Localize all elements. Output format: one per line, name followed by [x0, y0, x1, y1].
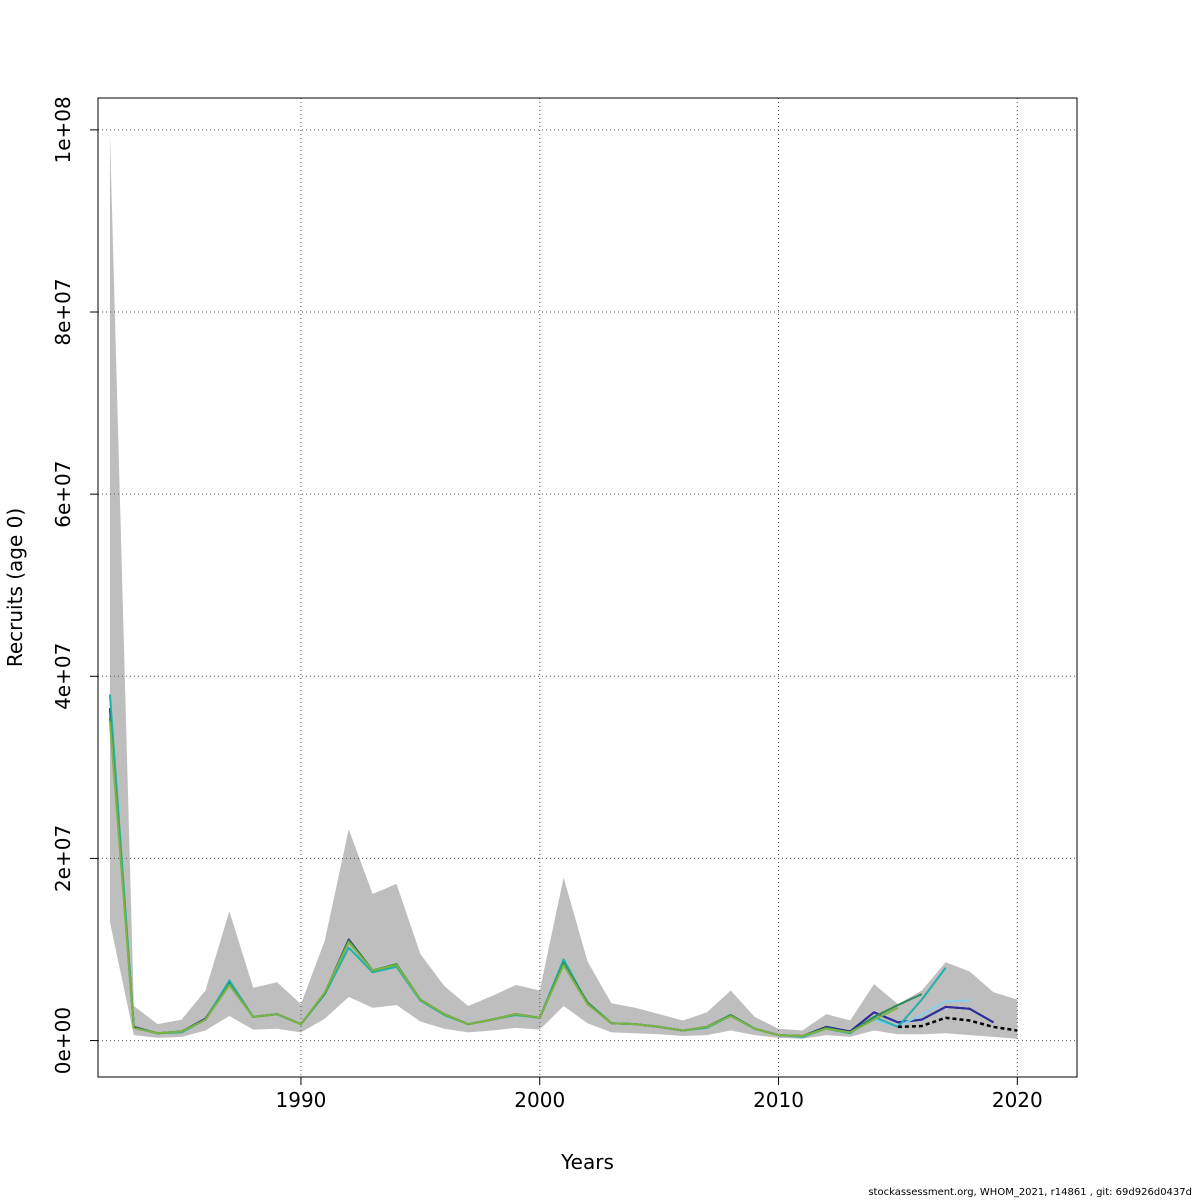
x-tick-label: 2000 — [514, 1088, 565, 1112]
x-axis-label: Years — [560, 1150, 614, 1174]
y-tick-label: 2e+07 — [51, 825, 75, 892]
grid-layer — [98, 98, 1077, 1077]
y-tick-label: 0e+00 — [51, 1007, 75, 1074]
series-line — [108, 721, 899, 1038]
series-line — [897, 1016, 1018, 1032]
x-tick-label: 2020 — [992, 1088, 1043, 1112]
y-tick-label: 4e+07 — [51, 643, 75, 710]
y-axis-label: Recruits (age 0) — [3, 508, 27, 667]
x-tick-label: 1990 — [276, 1088, 327, 1112]
x-tick-label: 2010 — [753, 1088, 804, 1112]
y-tick-label: 1e+08 — [51, 96, 75, 163]
footer-credit: stockassessment.org, WHOM_2021, r14861 ,… — [868, 1187, 1192, 1198]
y-tick-label: 8e+07 — [51, 278, 75, 345]
axis-layer: 1990 2000 2010 2020 0e+00 2e+07 4e+07 6e+07 8e+0… — [51, 96, 1043, 1112]
plot-frame — [97, 97, 1078, 1078]
y-tick-label: 6e+07 — [51, 461, 75, 528]
confidence-band — [109, 134, 1018, 1039]
confidence-band-layer — [109, 134, 1018, 1039]
series-layer — [108, 694, 1018, 1038]
